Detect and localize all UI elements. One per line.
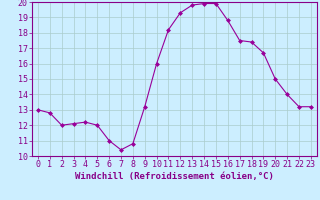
X-axis label: Windchill (Refroidissement éolien,°C): Windchill (Refroidissement éolien,°C) (75, 172, 274, 181)
